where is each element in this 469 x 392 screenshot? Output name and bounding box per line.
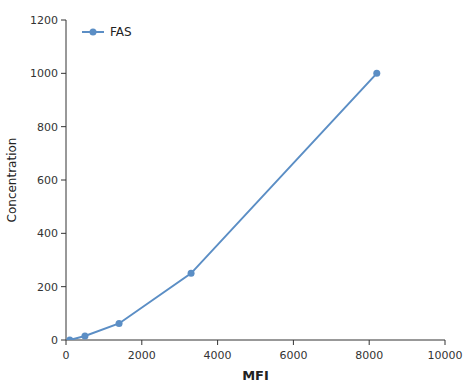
y-tick: [61, 73, 66, 74]
series-marker: [81, 333, 88, 340]
y-tick-label: 0: [51, 334, 58, 347]
series-marker: [116, 320, 123, 327]
x-tick-label: 2000: [128, 349, 156, 362]
x-tick-label: 8000: [355, 349, 383, 362]
y-tick-label: 200: [37, 281, 58, 294]
y-tick-label: 1000: [30, 67, 58, 80]
y-tick-label: 800: [37, 121, 58, 134]
y-tick: [61, 340, 66, 341]
series-line: [70, 73, 377, 340]
x-tick: [293, 340, 294, 345]
y-tick: [61, 286, 66, 287]
axes: 0 2000 4000 6000 8000 10000 0 200 400 600 800 1000 1…: [30, 14, 463, 362]
series-marker: [373, 70, 380, 77]
x-tick-label: 6000: [279, 349, 307, 362]
x-tick-label: 10000: [428, 349, 463, 362]
x-tick: [217, 340, 218, 345]
x-tick: [445, 340, 446, 345]
legend: FAS: [82, 25, 132, 39]
series-marker: [188, 270, 195, 277]
y-tick: [61, 126, 66, 127]
y-tick-label: 600: [37, 174, 58, 187]
x-tick-label: 4000: [204, 349, 232, 362]
chart: 0 2000 4000 6000 8000 10000 0 200 400 600 800 1000 1…: [0, 0, 469, 392]
x-axis-label: MFI: [242, 368, 269, 383]
x-tick: [141, 340, 142, 345]
x-tick: [66, 340, 67, 345]
series-marker: [66, 337, 73, 341]
plot-area: [66, 70, 380, 340]
y-tick-label: 1200: [30, 14, 58, 27]
chart-container: 0 2000 4000 6000 8000 10000 0 200 400 600 800 1000 1…: [0, 0, 469, 392]
y-tick: [61, 20, 66, 21]
y-tick: [61, 180, 66, 181]
y-tick-label: 400: [37, 227, 58, 240]
x-tick-label: 0: [63, 349, 70, 362]
legend-marker: [90, 29, 97, 36]
legend-label: FAS: [110, 25, 132, 39]
y-axis-label: Concentration: [5, 138, 19, 223]
x-axis-line: [66, 340, 445, 341]
y-tick: [61, 233, 66, 234]
x-tick: [369, 340, 370, 345]
